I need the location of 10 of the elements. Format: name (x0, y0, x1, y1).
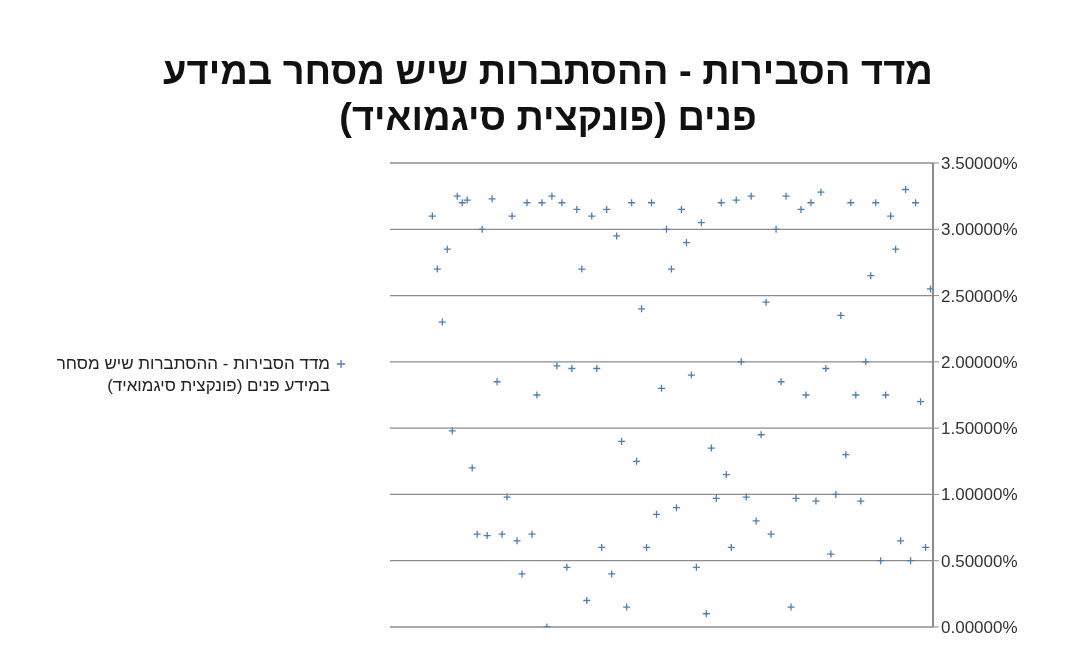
chart-title: מדד הסבירות - ההסתברות שיש מסחר במידע פנים (פונקצית סיגמואיד) (162, 49, 934, 140)
legend-label: מדד הסבירות - ההסתברות שיש מסחר במידע פנים (פונקצית סיגמואיד) (55, 353, 330, 397)
y-tick-label: 3.00000% (941, 220, 1018, 240)
y-tick-label: 0.50000% (941, 551, 1018, 571)
y-tick-label: 2.00000% (941, 352, 1018, 372)
y-tick-label: 3.50000% (941, 154, 1018, 174)
y-tick-label: 0.00000% (941, 618, 1018, 638)
y-tick-label: 2.50000% (941, 286, 1018, 306)
y-tick-label: 1.00000% (941, 485, 1018, 505)
y-tick-label: 1.50000% (941, 419, 1018, 439)
